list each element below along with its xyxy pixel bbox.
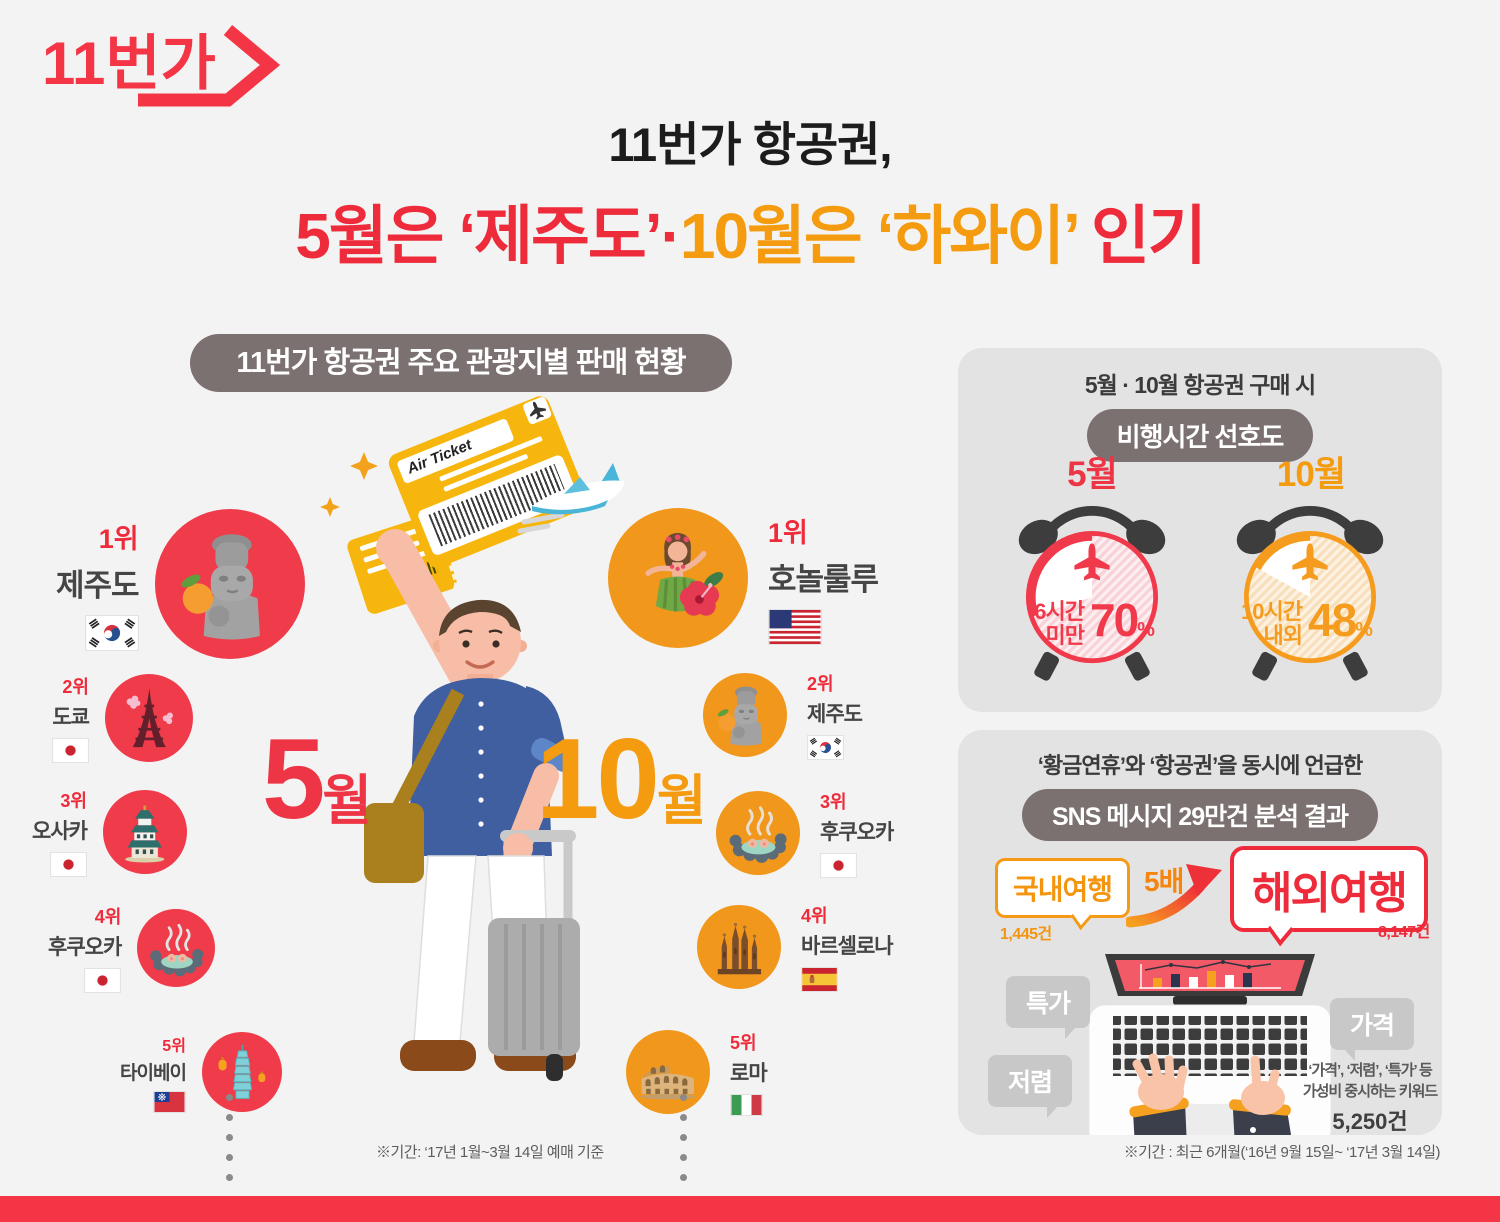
oct-rank-3-fukuoka: 3위 후쿠오카 (716, 791, 894, 878)
shoulder-bag (364, 803, 424, 883)
may-rank-4-fukuoka: 4위 후쿠오카 (48, 907, 216, 993)
hula-dancer-icon (608, 508, 748, 648)
domestic-travel-count: 1,445건 (1000, 926, 1052, 943)
page-title: 11번가 항공권, 5월은 ‘제주도’·10월은 ‘하와이’ 인기 (0, 106, 1500, 277)
sparkle-icon (350, 452, 378, 480)
keyword-bubble-special-price: 특가 (1006, 976, 1091, 1039)
flight-time-panel: 5월 · 10월 항공권 구매 시 비행시간 선호도 5월 10월 (958, 348, 1442, 712)
plane-icon (1074, 543, 1110, 581)
flag-south-korea-icon (84, 615, 139, 651)
jeju-dol-hareubang-icon (703, 673, 787, 757)
tokyo-tower-icon (105, 674, 193, 762)
left-hand (1129, 1053, 1189, 1135)
flight-panel-title: 5월 · 10월 항공권 구매 시 (1084, 372, 1316, 398)
title-separator: · (660, 200, 682, 272)
more-items-dots (680, 1094, 687, 1181)
domestic-travel-bubble: 국내여행 (995, 858, 1131, 918)
right-hand (1229, 1055, 1292, 1135)
sales-status-badge: 11번가 항공권 주요 관광지별 판매 현황 (190, 334, 732, 392)
clock-duration-label: 10시간 내외 (1241, 599, 1303, 648)
clock-label-may: 5월 (1067, 455, 1118, 494)
keyword-count: 5,250건 (1332, 1109, 1408, 1134)
clock-percent: 48% (1308, 594, 1373, 646)
oct-rank-2-jeju: 2위 제주도 (703, 673, 863, 760)
may-rank-5-taipei: 5위 타이베이 (120, 1032, 282, 1113)
11st-logo: 11번가 (42, 24, 286, 108)
clock-duration-label: 6시간 미만 (1034, 599, 1085, 648)
flag-japan-icon (52, 738, 89, 763)
may-rank-1-jeju: 1위 제주도 (56, 509, 305, 659)
flag-taiwan-icon (152, 1090, 186, 1113)
flag-japan-icon (84, 968, 122, 993)
overseas-travel-bubble: 해외여행 (1230, 846, 1428, 932)
onsen-hot-spring-icon (137, 909, 216, 987)
flag-usa-icon (768, 609, 822, 645)
alarm-clock-october: 10시간 내외 48% (1224, 494, 1396, 683)
alarm-clock-may: 6시간 미만 70% (1006, 494, 1178, 683)
growth-arrow-icon (1126, 864, 1222, 928)
plane-icon (1292, 543, 1328, 581)
laptop-typing-illustration (1088, 954, 1332, 1135)
suitcase (488, 918, 580, 1056)
title-line2: 5월은 ‘제주도’·10월은 ‘하와이’ 인기 (0, 185, 1500, 277)
keyword-note: ‘가격’, ‘저렴’, ‘특가’ 등 가성비 중시하는 키워드 5,250건 (1298, 1060, 1442, 1135)
title-suffix: 인기 (1077, 200, 1207, 272)
month-label-october: 10 월 (536, 716, 706, 843)
onsen-hot-spring-icon (716, 791, 800, 875)
clock-percent: 70% (1090, 594, 1155, 646)
more-items-dots (226, 1094, 233, 1181)
ticket-plane-icon (521, 395, 553, 426)
flag-spain-icon (801, 967, 838, 992)
sparkle-icon (320, 497, 340, 517)
title-line1: 11번가 항공권, (608, 118, 892, 171)
overseas-travel-count: 8,147건 (1378, 924, 1430, 941)
oct-rank-5-rome: 5위 로마 (626, 1030, 768, 1116)
title-may-jeju: 5월은 ‘제주도’ (295, 200, 662, 272)
logo-text: 11번가 (42, 30, 216, 97)
sns-panel-badge: SNS 메시지 29만건 분석 결과 (1022, 789, 1378, 841)
flag-italy-icon (730, 1093, 763, 1116)
sns-analysis-panel: ‘황금연휴’와 ‘항공권’을 동시에 언급한 SNS 메시지 29만건 분석 결… (958, 730, 1442, 1135)
right-footnote: ※기간 : 최근 6개월(‘16년 9월 15일~ ‘17년 3월 14일) (1123, 1144, 1441, 1161)
osaka-castle-icon (102, 790, 187, 874)
ticket-body: Air Ticket (385, 393, 592, 571)
flag-japan-icon (49, 852, 87, 877)
colosseum-icon (626, 1030, 710, 1114)
title-oct-hawaii: 10월은 ‘하와이’ (679, 200, 1079, 272)
keyword-bubble-cheap: 저렴 (988, 1055, 1073, 1118)
clock-label-october: 10월 (1276, 455, 1346, 494)
laptop-screen-chart (1139, 960, 1281, 989)
jeju-dol-hareubang-icon (154, 509, 305, 659)
logo-arrow-icon (138, 25, 281, 107)
left-footnote: ※기간: ‘17년 1월~3월 14일 예매 기준 (376, 1144, 604, 1161)
flight-panel-badge: 비행시간 선호도 (1086, 409, 1314, 462)
taipei-101-icon (201, 1032, 282, 1112)
flag-south-korea-icon (807, 735, 844, 760)
may-rank-2-tokyo: 2위 도쿄 (52, 674, 193, 763)
air-ticket-illustration: Air Ticket (319, 386, 619, 625)
traveler-illustration (364, 529, 580, 1081)
bottom-red-bar (0, 1196, 1500, 1222)
may-rank-3-osaka: 3위 오사카 (32, 790, 187, 877)
airplane-icon (517, 463, 625, 534)
multiplier-label: 5배 (1144, 866, 1184, 897)
oct-rank-1-honolulu: 1위 호놀룰루 (608, 508, 879, 648)
oct-rank-4-barcelona: 4위 바르셀로나 (697, 905, 894, 992)
sagrada-familia-icon (697, 905, 781, 989)
sns-panel-title: ‘황금연휴’와 ‘항공권’을 동시에 언급한 (1037, 753, 1363, 778)
flag-japan-icon (820, 853, 857, 878)
keyword-bubble-price: 가격 (1330, 998, 1415, 1061)
